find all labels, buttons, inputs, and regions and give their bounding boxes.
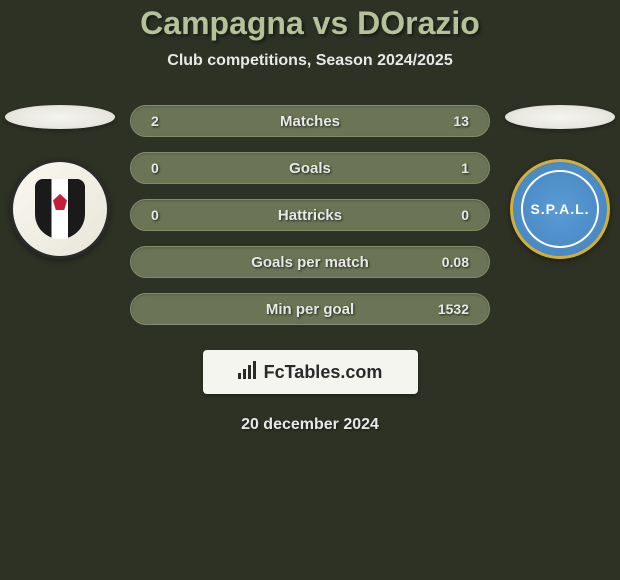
page-title: Campagna vs DOrazio bbox=[0, 5, 620, 42]
stat-row-goals-per-match: Goals per match 0.08 bbox=[130, 246, 490, 278]
left-player-placeholder bbox=[5, 105, 115, 129]
stat-left-value: 2 bbox=[151, 113, 191, 129]
stat-label: Goals bbox=[289, 160, 331, 177]
stats-column: 2 Matches 13 0 Goals 1 0 Hattricks 0 Goa… bbox=[130, 105, 490, 325]
stat-row-goals: 0 Goals 1 bbox=[130, 152, 490, 184]
left-column bbox=[0, 105, 120, 259]
stat-right-value: 13 bbox=[429, 113, 469, 129]
subtitle: Club competitions, Season 2024/2025 bbox=[0, 52, 620, 70]
left-club-badge bbox=[10, 159, 110, 259]
spal-text-icon: S.P.A.L. bbox=[530, 201, 589, 217]
date-text: 20 december 2024 bbox=[0, 416, 620, 434]
stat-left-value: 0 bbox=[151, 160, 191, 176]
stat-right-value: 1 bbox=[429, 160, 469, 176]
brand-text: FcTables.com bbox=[264, 362, 383, 383]
stat-right-value: 0 bbox=[429, 207, 469, 223]
stat-label: Goals per match bbox=[251, 254, 369, 271]
stat-row-hattricks: 0 Hattricks 0 bbox=[130, 199, 490, 231]
stat-right-value: 0.08 bbox=[429, 254, 469, 270]
stat-label: Matches bbox=[280, 113, 340, 130]
right-column: S.P.A.L. bbox=[500, 105, 620, 259]
stat-right-value: 1532 bbox=[429, 301, 469, 317]
stat-label: Hattricks bbox=[278, 207, 342, 224]
right-player-placeholder bbox=[505, 105, 615, 129]
stat-row-matches: 2 Matches 13 bbox=[130, 105, 490, 137]
main-area: 2 Matches 13 0 Goals 1 0 Hattricks 0 Goa… bbox=[0, 105, 620, 325]
stat-row-min-per-goal: Min per goal 1532 bbox=[130, 293, 490, 325]
right-club-badge: S.P.A.L. bbox=[510, 159, 610, 259]
chart-icon bbox=[238, 361, 258, 384]
stat-left-value: 0 bbox=[151, 207, 191, 223]
ascoli-shield-icon bbox=[35, 179, 85, 239]
stat-label: Min per goal bbox=[266, 301, 354, 318]
comparison-card: Campagna vs DOrazio Club competitions, S… bbox=[0, 0, 620, 434]
brand-attribution[interactable]: FcTables.com bbox=[203, 350, 418, 394]
